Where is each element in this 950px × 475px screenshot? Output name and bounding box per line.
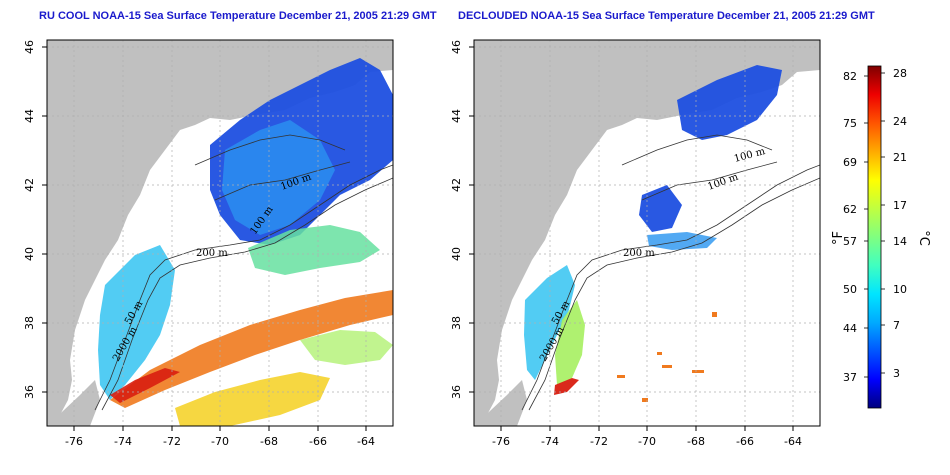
y-tick-label: 46 [450, 40, 463, 54]
celsius-tick-label: 28 [893, 67, 907, 80]
sst-green-scatter [300, 330, 393, 365]
x-tick-label: -64 [357, 435, 375, 448]
left-map-title: RU COOL NOAA-15 Sea Surface Temperature … [39, 10, 437, 22]
fahrenheit-tick-label: 57 [843, 235, 857, 248]
celsius-tick-label: 17 [893, 199, 907, 212]
y-tick-label: 44 [450, 109, 463, 123]
x-tick-label: -66 [736, 435, 754, 448]
land-mass-southeast [474, 380, 527, 426]
celsius-tick-label: 10 [893, 283, 907, 296]
x-tick-label: -70 [638, 435, 656, 448]
x-axis-ticks [500, 426, 794, 431]
sst-warm-specks [617, 312, 717, 402]
y-axis-ticks [469, 46, 474, 393]
sst-hot-patch [554, 378, 579, 395]
contour-label-200m: 200 m [196, 248, 228, 259]
celsius-unit-label: °C [916, 230, 931, 246]
sst-coastal-cool [524, 265, 575, 380]
fahrenheit-tick-label: 50 [843, 283, 857, 296]
x-tick-label: -76 [65, 435, 83, 448]
celsius-tick-label: 3 [893, 367, 900, 380]
right-sst-map: 200 m 100 m 100 m 50 m 2000 m -76 -74 -7… [450, 39, 821, 448]
contour-label-200m: 200 m [623, 248, 655, 259]
x-tick-label: -66 [309, 435, 327, 448]
land-mass-southeast [47, 380, 100, 426]
right-map-title: DECLOUDED NOAA-15 Sea Surface Temperatur… [458, 10, 875, 22]
y-tick-label: 40 [23, 247, 36, 261]
x-tick-label: -76 [492, 435, 510, 448]
left-sst-map: 200 m 100 m 100 m 50 m 2000 m -76 -74 -7… [23, 39, 394, 448]
celsius-tick-label: 14 [893, 235, 907, 248]
y-tick-label: 42 [23, 178, 36, 192]
fahrenheit-tick-label: 62 [843, 203, 857, 216]
fahrenheit-tick-label: 37 [843, 371, 857, 384]
land-mass [47, 40, 393, 426]
colorbar-ticks [864, 72, 885, 378]
sst-warm-gulfstream [110, 290, 393, 408]
y-tick-label: 36 [450, 385, 463, 399]
colorbar-scale [867, 65, 882, 409]
y-axis-ticks [42, 46, 47, 393]
y-tick-label: 40 [450, 247, 463, 261]
y-tick-label: 38 [450, 316, 463, 330]
fahrenheit-tick-label: 44 [843, 322, 857, 335]
fahrenheit-tick-label: 69 [843, 156, 857, 169]
land-mass [474, 40, 820, 426]
sst-coastal-green [555, 300, 585, 385]
y-tick-label: 36 [23, 385, 36, 399]
bathymetry-contours [521, 134, 820, 411]
x-tick-label: -72 [590, 435, 608, 448]
sst-cold-north [677, 65, 782, 140]
x-tick-label: -70 [211, 435, 229, 448]
y-tick-label: 42 [450, 178, 463, 192]
x-tick-label: -68 [260, 435, 278, 448]
fahrenheit-tick-label: 82 [843, 70, 857, 83]
x-axis-ticks [73, 426, 367, 431]
lat-lon-grid [474, 40, 820, 426]
temperature-colorbar: 82 75 69 62 57 50 44 37 28 24 21 17 14 1… [831, 65, 931, 409]
sst-yellow-south [175, 372, 330, 426]
celsius-tick-label: 21 [893, 151, 907, 164]
x-tick-label: -68 [687, 435, 705, 448]
y-tick-label: 44 [23, 109, 36, 123]
sst-cool-band [222, 120, 335, 235]
y-tick-label: 46 [23, 40, 36, 54]
fahrenheit-unit-label: °F [831, 231, 846, 245]
y-tick-label: 38 [23, 316, 36, 330]
fahrenheit-tick-label: 75 [843, 117, 857, 130]
celsius-tick-label: 7 [893, 319, 900, 332]
lat-lon-grid [47, 40, 393, 426]
celsius-tick-label: 24 [893, 115, 907, 128]
x-tick-label: -72 [163, 435, 181, 448]
x-tick-label: -74 [541, 435, 559, 448]
bathymetry-contours [94, 134, 393, 411]
x-tick-label: -64 [784, 435, 802, 448]
x-tick-label: -74 [114, 435, 132, 448]
sst-mid-green [248, 225, 380, 275]
sst-hot-core [110, 368, 180, 403]
